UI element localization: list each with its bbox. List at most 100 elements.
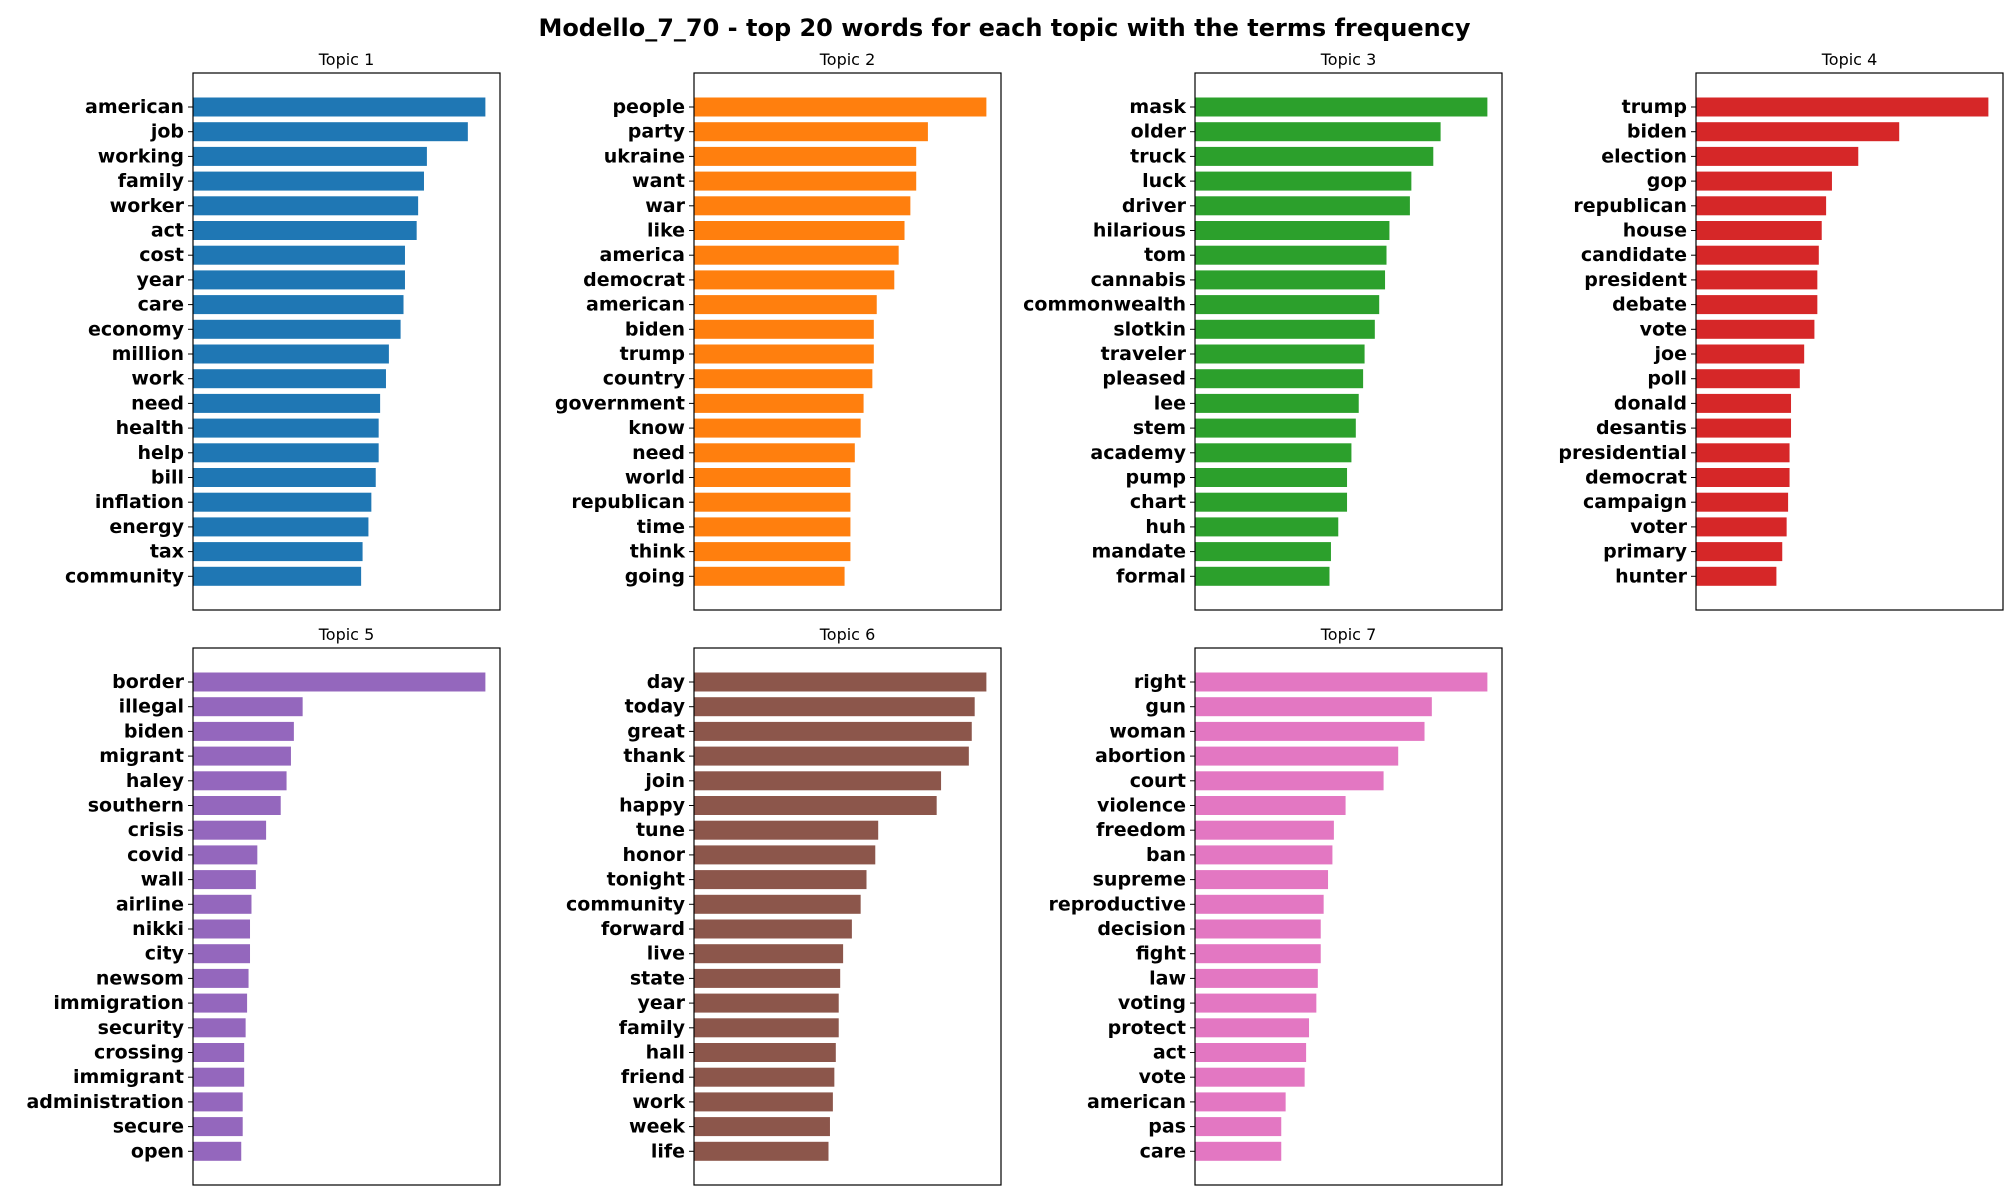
tick-label: reproductive [1048,893,1186,915]
bar-today [694,697,975,717]
tick-label: family [619,1017,686,1039]
bar-traveler [1195,344,1365,364]
bar-job [193,122,468,142]
bar-state [694,968,841,988]
bar-think [694,542,851,562]
tick-label: life [651,1140,685,1162]
axes-frame [1695,72,2004,611]
tick-label: today [625,696,686,718]
bar-tonight [694,870,867,890]
tick-label: cost [139,244,184,266]
tick-label: honor [622,844,685,866]
panel-title: Topic 3 [1320,50,1377,69]
tick-label: slotkin [1113,318,1186,340]
bar-family [694,1018,839,1038]
bar-government [694,393,864,413]
panel-title: Topic 5 [318,625,375,644]
tick-label: mask [1129,96,1186,118]
bar-trump [694,344,874,364]
tick-label: america [600,244,685,266]
tick-label: administration [26,1091,184,1113]
bar-truck [1195,146,1434,166]
bar-act [1195,1043,1307,1062]
tick-label: worker [110,195,185,217]
tick-label: people [612,96,685,118]
bar-older [1195,122,1441,142]
tick-label: live [647,943,685,965]
bar-community [694,894,861,914]
bar-million [193,344,389,364]
bar-donald [1696,393,1792,413]
tick-label: health [116,417,184,439]
axes-frame [693,647,1002,1186]
bar-inflation [193,492,372,512]
tick-label: decision [1097,918,1186,940]
tick-label: war [645,195,685,217]
tick-label: care [1140,1140,1186,1162]
bar-freedom [1195,820,1334,840]
bar-stem [1195,418,1356,438]
bar-world [694,468,851,487]
tick-label: fight [1136,943,1186,965]
tick-label: working [98,145,184,167]
tick-label: city [145,943,185,965]
tick-label: border [112,671,185,693]
tick-label: violence [1097,795,1186,817]
bar-court [1195,771,1384,791]
tick-label: nikki [132,918,184,940]
tick-label: trump [1622,96,1687,118]
tick-label: family [118,170,185,192]
tick-label: cannabis [1091,269,1186,291]
bar-academy [1195,443,1352,463]
bar-border [193,672,486,692]
topic-panel-2: Topic 2peoplepartyukrainewantwarlikeamer… [555,50,1002,611]
tick-label: security [98,1017,185,1039]
tick-label: voting [1118,992,1186,1014]
tick-label: inflation [95,491,184,513]
tick-label: freedom [1096,819,1186,841]
bar-right [1195,672,1488,692]
bar-year [193,270,405,290]
tick-label: southern [88,795,184,817]
tick-label: vote [1640,318,1687,340]
bar-need [193,393,381,413]
bar-work [694,1092,833,1112]
tick-label: government [555,392,685,414]
tick-label: law [1149,967,1186,989]
bar-health [193,418,379,438]
tick-label: stem [1133,417,1186,439]
bar-american [1195,1092,1286,1112]
tick-label: truck [1130,145,1186,167]
tick-label: older [1131,121,1187,143]
tick-label: democrat [1585,467,1687,489]
bar-care [193,295,404,315]
bar-voter [1696,517,1787,537]
tick-label: work [131,368,184,390]
tick-label: open [131,1140,184,1162]
tick-label: act [1153,1042,1186,1064]
tick-label: work [632,1091,685,1113]
bar-vote [1195,1067,1305,1087]
tick-label: help [137,442,184,464]
bar-desantis [1696,418,1792,438]
tick-label: need [131,392,184,414]
bar-thank [694,746,969,766]
tick-label: pump [1125,467,1186,489]
tick-label: hilarious [1093,220,1186,242]
tick-label: voter [1630,516,1687,538]
bar-illegal [193,697,303,717]
tick-label: presidential [1558,442,1687,464]
bar-woman [1195,721,1425,741]
tick-label: democrat [583,269,685,291]
bar-presidential [1696,443,1790,463]
tick-label: community [65,565,185,587]
bar-migrant [193,746,291,766]
tick-label: time [637,516,685,538]
bar-immigrant [193,1067,245,1087]
bar-wall [193,870,256,890]
tick-label: forward [601,918,685,940]
bar-supreme [1195,870,1329,890]
bar-mandate [1195,542,1331,562]
